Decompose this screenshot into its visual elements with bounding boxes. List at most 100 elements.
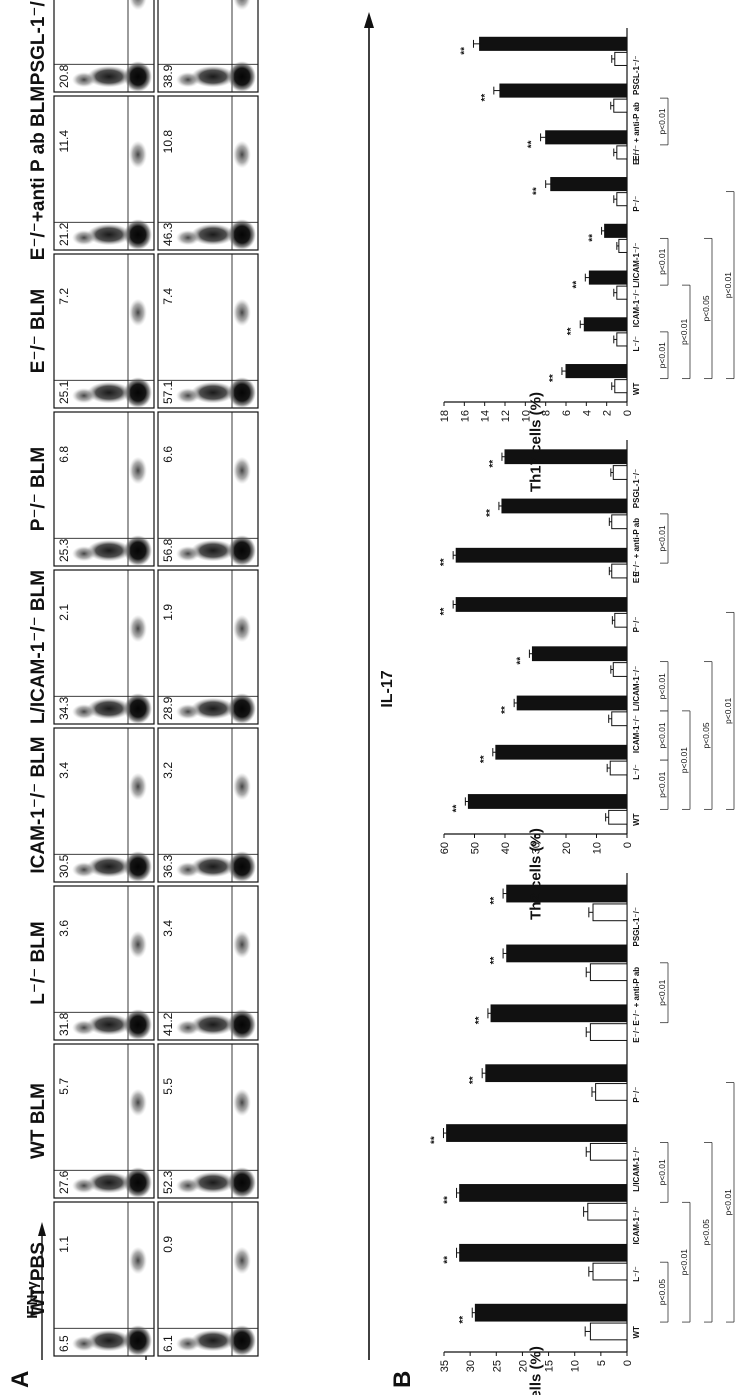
significance-mark: ** [439, 607, 450, 615]
quadrant-value: 41.2 [161, 1012, 175, 1036]
quadrant-value: 1.9 [161, 604, 175, 621]
bar-blm [459, 1184, 628, 1202]
p-value-label: p<0.01 [657, 673, 667, 700]
cell-population [124, 693, 152, 724]
cell-population [124, 1167, 152, 1198]
comparison-bracket: p<0.05 [657, 1261, 669, 1323]
group-label: E⁻/⁻+anti P ab BLM [28, 86, 49, 260]
p-value-label: p<0.01 [723, 272, 733, 299]
cell-population [228, 851, 256, 882]
category-label: L/ICAM-1⁻/⁻ [632, 666, 641, 711]
cell-population [176, 703, 200, 720]
cell-population [72, 545, 96, 562]
quadrant-value: 25.1 [57, 380, 71, 404]
bar-blm [479, 36, 628, 51]
comparison-bracket: p<0.01 [679, 284, 691, 380]
cell-population [72, 1335, 96, 1352]
comparison-bracket: p<0.01 [657, 237, 669, 286]
cell-population [129, 140, 147, 169]
cell-population [129, 772, 147, 801]
cell-population [233, 1088, 251, 1117]
p-value-label: p<0.01 [723, 1189, 733, 1216]
cell-population [124, 1009, 152, 1040]
y-tick-label: 14 [480, 410, 492, 422]
cell-population [129, 1088, 147, 1117]
quadrant-value: 5.7 [57, 1078, 71, 1095]
cell-population [129, 298, 147, 327]
bar-control [589, 1023, 628, 1041]
quadrant-value: 28.9 [161, 696, 175, 720]
panel-label-a: A [7, 1371, 34, 1388]
bar-control [611, 514, 628, 530]
cell-population [228, 1325, 256, 1356]
group-label: WT PBS [28, 1242, 49, 1316]
cell-population [228, 219, 256, 251]
y-tick-label: 6 [561, 410, 573, 416]
comparison-bracket: p<0.05 [701, 237, 713, 380]
bar-chart: 0 2 4 6 8 10 12 14 16 18 Th17 cells (%) ** WT ** L⁻/⁻ *… [439, 28, 735, 492]
quadrant-value: 7.2 [57, 288, 71, 305]
p-value-label: p<0.01 [657, 342, 667, 369]
bar-blm [545, 130, 628, 145]
y-axis-label: Th2 cells (%) [528, 828, 545, 920]
cell-population [124, 851, 152, 882]
y-tick-label: 25 [491, 1360, 503, 1372]
y-tick-label: 35 [439, 1360, 451, 1372]
cell-population [72, 861, 96, 878]
p-value-label: p<0.01 [657, 1159, 667, 1186]
quadrant-value: 3.4 [161, 920, 175, 937]
cell-population [72, 703, 96, 720]
cell-population [124, 1325, 152, 1356]
bar-blm [495, 744, 628, 760]
cell-population [233, 772, 251, 801]
y-tick-label: 15 [544, 1360, 556, 1372]
bar-blm [467, 794, 628, 809]
cell-population [176, 229, 200, 246]
cell-population [228, 61, 256, 92]
quadrant-value: 6.1 [161, 1335, 175, 1352]
cell-population [233, 930, 251, 959]
comparison-bracket: p<0.01 [679, 710, 691, 810]
category-label: E⁻/⁻ + anti-P ab [632, 967, 641, 1026]
comparison-bracket: p<0.01 [679, 1201, 691, 1323]
significance-mark: ** [527, 140, 538, 148]
cell-population [87, 1329, 131, 1352]
bar-control [589, 1322, 628, 1341]
significance-mark: ** [443, 1256, 454, 1264]
comparison-bracket: p<0.01 [657, 513, 669, 564]
cell-population [176, 861, 200, 878]
y-tick-label: 20 [517, 1360, 529, 1372]
significance-mark: ** [429, 1136, 440, 1144]
significance-mark: ** [588, 234, 599, 242]
bar-control [616, 145, 628, 160]
y-tick-label: 12 [500, 410, 512, 422]
category-label: P⁻/⁻ [632, 616, 641, 632]
quadrant-value: 2.1 [57, 604, 71, 621]
category-label: PSGL-1⁻/⁻ [632, 907, 641, 947]
cell-population [191, 1329, 235, 1352]
bar-blm [604, 223, 628, 238]
y-tick-label: 30 [465, 1360, 477, 1372]
p-value-label: p<0.01 [657, 722, 667, 749]
significance-mark: ** [439, 558, 450, 566]
bar-control [616, 192, 628, 207]
flow-plot: 46.3 10.8 [157, 95, 259, 251]
significance-mark: ** [459, 47, 470, 55]
cell-population [72, 229, 96, 246]
quadrant-value: 0.9 [161, 1236, 175, 1253]
cell-population [191, 697, 235, 720]
category-label: P⁻/⁻ [632, 196, 641, 212]
group-label: ICAM-1⁻/⁻ BLM [28, 736, 49, 873]
cell-population [176, 387, 200, 404]
significance-mark: ** [566, 327, 577, 335]
significance-mark: ** [515, 657, 526, 665]
p-value-label: p<0.01 [679, 747, 689, 774]
significance-mark: ** [571, 281, 582, 289]
cell-population [233, 0, 251, 11]
comparison-bracket: p<0.01 [657, 962, 669, 1024]
group-label: P⁻/⁻ BLM [28, 447, 49, 531]
significance-mark: ** [500, 706, 511, 714]
cell-population [129, 0, 147, 11]
quadrant-value: 38.9 [161, 64, 175, 88]
bar-control [612, 465, 628, 480]
